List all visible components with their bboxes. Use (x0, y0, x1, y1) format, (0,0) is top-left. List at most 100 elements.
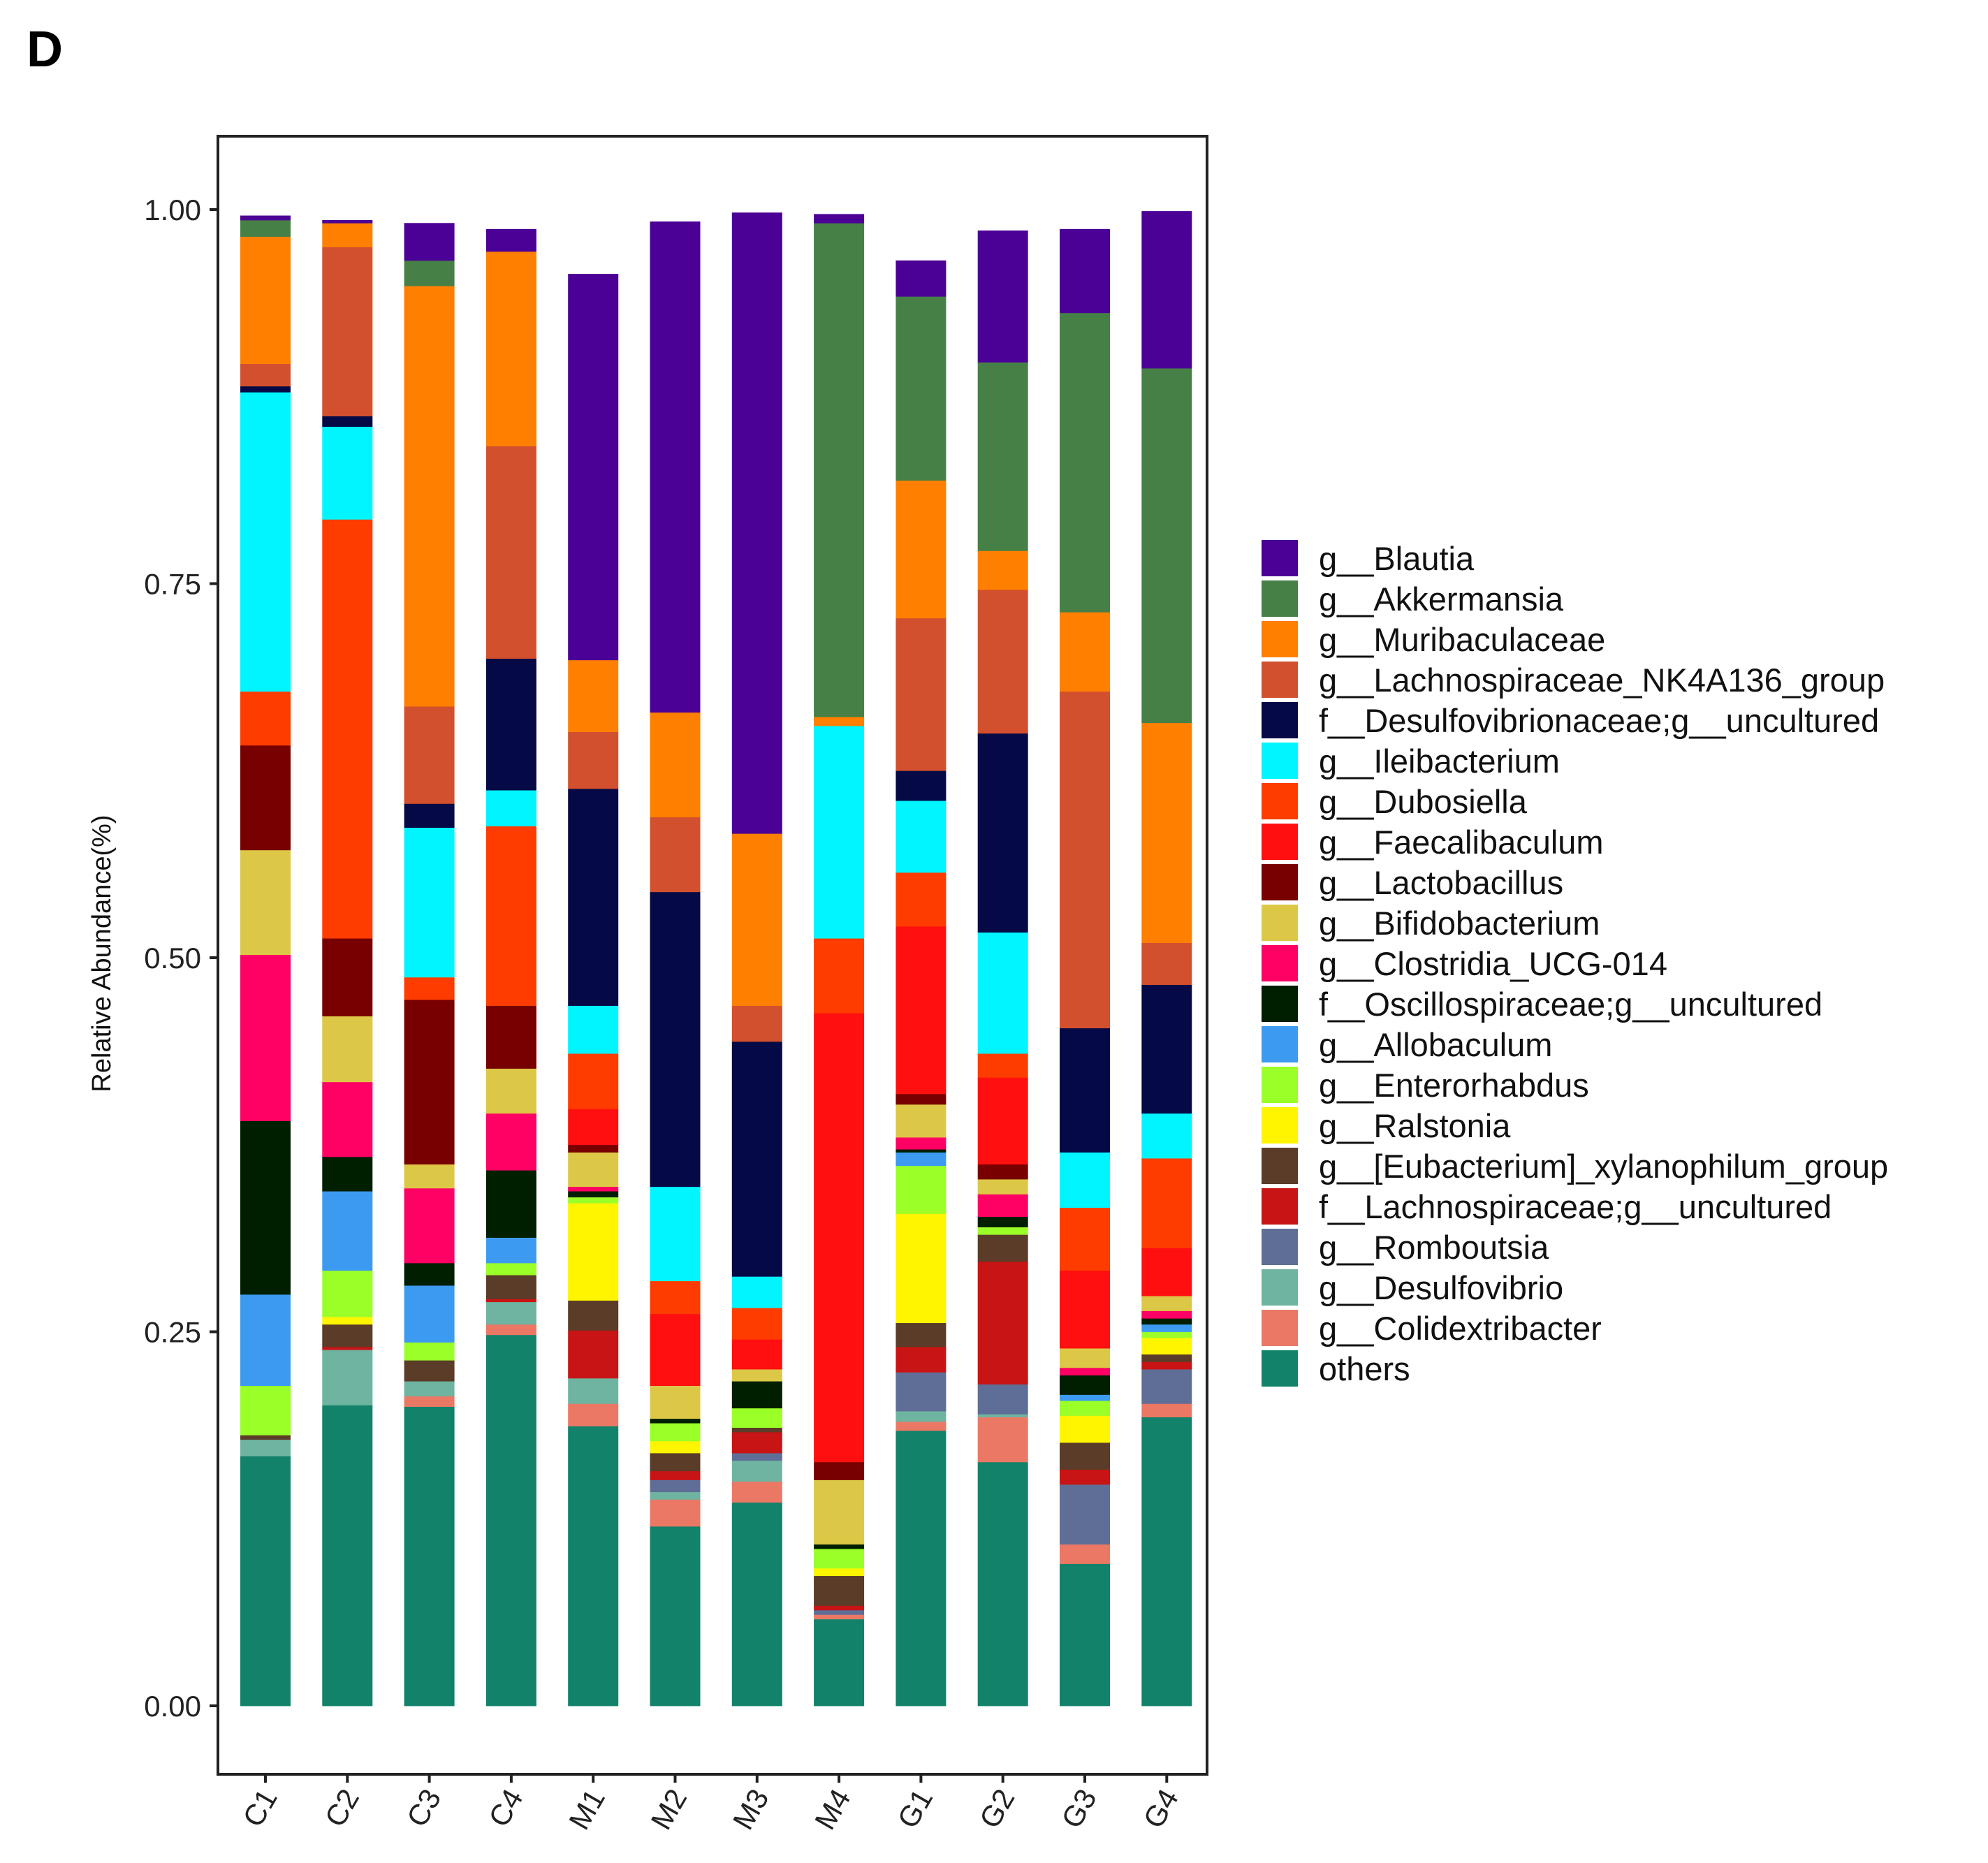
panel-label: D (27, 22, 63, 78)
y-tick-label: 0.75 (144, 568, 201, 601)
bar-segment-C4-g-ileibacterium (485, 790, 536, 826)
bar-segment-M2-g-ralstonia (650, 1440, 701, 1454)
bar-segment-G2-others (977, 1461, 1028, 1707)
legend-item: g__Ralstonia (1262, 1105, 1888, 1146)
bar-segment-C4-g-muribaculaceae (485, 251, 536, 446)
bar-segment-C1-f-oscillospiraceae-g-uncultured (240, 1120, 291, 1295)
legend-label: g__Bifidobacterium (1319, 904, 1600, 942)
bar-segment-G4-g-eubacterium-xylanophilum-group (1141, 1354, 1192, 1362)
bar-segment-G1-g-ileibacterium (896, 801, 947, 873)
bar-segment-M4-f-lachnospiraceae-g-uncultured (814, 1605, 865, 1611)
bar-segment-C3-g-lachnospiraceae-nk4a136-group (404, 706, 455, 804)
bar-segment-C4-others (485, 1334, 536, 1707)
bar-segment-G1-g-allobaculum (896, 1152, 947, 1167)
bar-segment-M4-g-bifidobacterium (814, 1480, 865, 1545)
legend-swatch (1262, 1107, 1298, 1144)
bar-segment-M4-g-lactobacillus (814, 1461, 865, 1480)
bar-segment-G4-g-colidextribacter (1141, 1403, 1192, 1417)
bar-segment-G2-g-blautia (977, 230, 1028, 363)
bar-segment-M3-g-enterorhabdus (731, 1408, 782, 1428)
bar-segment-C1-g-lactobacillus (240, 745, 291, 851)
bar-segment-G3-f-desulfovibrionaceae-g-uncultured (1060, 1028, 1110, 1153)
bar-segment-G3-g-akkermansia (1060, 312, 1110, 613)
legend-label: g__Dubosiella (1319, 782, 1527, 820)
bar-segment-C3-others (404, 1406, 455, 1707)
bar-segment-M2-others (650, 1526, 701, 1707)
bar-segment-M4-g-enterorhabdus (814, 1549, 865, 1569)
bar-segment-M4-g-faecalibaculum (814, 1013, 865, 1463)
legend-swatch (1262, 1350, 1298, 1387)
x-tick-label-m1: M1 (562, 1783, 611, 1835)
legend-label: g__Romboutsia (1319, 1228, 1549, 1266)
bar-segment-C3-g-colidextribacter (404, 1396, 455, 1407)
legend-item: g__Muribaculaceae (1262, 619, 1888, 659)
legend-label: g__Muribaculaceae (1319, 620, 1606, 658)
legend-swatch (1262, 824, 1298, 860)
bar-segment-M3-g-desulfovibrio (731, 1460, 782, 1482)
bar-segment-G1-g-eubacterium-xylanophilum-group (896, 1322, 947, 1347)
bar-segment-M1-g-lachnospiraceae-nk4a136-group (568, 731, 619, 789)
bar-segment-G4-g-clostridia-ucg-014 (1141, 1310, 1192, 1319)
bar-segment-C1-g-blautia (240, 215, 291, 221)
legend-label: g__Lachnospiraceae_NK4A136_group (1319, 661, 1885, 699)
bar-segment-C2-g-lactobacillus (322, 938, 373, 1016)
bar-segment-M3-others (731, 1502, 782, 1707)
bar-segment-M3-g-blautia (731, 212, 782, 834)
bar-segment-M1-others (568, 1426, 619, 1707)
bar-segment-G1-f-lachnospiraceae-g-uncultured (896, 1346, 947, 1373)
bar-segment-G3-g-ralstonia (1060, 1415, 1110, 1443)
bar-segment-G3-g-dubosiella (1060, 1207, 1110, 1271)
bar-segment-C1-g-lachnospiraceae-nk4a136-group (240, 363, 291, 387)
bar-segment-M3-f-lachnospiraceae-g-uncultured (731, 1432, 782, 1454)
bar-segment-G1-g-desulfovibrio (896, 1411, 947, 1422)
y-tick-label: 0.50 (144, 942, 201, 974)
bar-segment-C3-f-oscillospiraceae-g-uncultured (404, 1262, 455, 1286)
bar-segment-G4-f-lachnospiraceae-g-uncultured (1141, 1361, 1192, 1370)
legend-item: g__Colidextribacter (1262, 1308, 1888, 1348)
bar-segment-C2-g-clostridia-ucg-014 (322, 1081, 373, 1157)
legend-item: others (1262, 1348, 1888, 1389)
bar-segment-M3-g-bifidobacterium (731, 1369, 782, 1382)
bar-segment-G4-g-lachnospiraceae-nk4a136-group (1141, 942, 1192, 985)
legend-label: g__Blautia (1319, 539, 1475, 577)
bar-segment-G3-g-colidextribacter (1060, 1544, 1110, 1564)
bar-segment-G2-g-lactobacillus (977, 1164, 1028, 1180)
legend-swatch (1262, 662, 1298, 698)
bar-segment-M1-g-desulfovibrio (568, 1378, 619, 1404)
bar-segment-G3-g-muribaculaceae (1060, 612, 1110, 692)
legend-item: g__Lachnospiraceae_NK4A136_group (1262, 659, 1888, 700)
legend-label: f__Desulfovibrionaceae;g__uncultured (1319, 701, 1880, 739)
x-tick-label-m3: M3 (726, 1783, 775, 1835)
bar-segment-M3-g-romboutsia (731, 1453, 782, 1461)
plot-panel-border (217, 135, 1208, 1776)
legend-label: g__Lactobacillus (1319, 863, 1564, 901)
bar-segment-G2-g-dubosiella (977, 1053, 1028, 1078)
legend-label: others (1319, 1350, 1410, 1387)
bar-segment-M1-g-colidextribacter (568, 1403, 619, 1426)
legend-label: g__[Eubacterium]_xylanophilum_group (1319, 1147, 1889, 1185)
bar-segment-G3-others (1060, 1563, 1110, 1707)
bar-segment-G2-g-muribaculaceae (977, 550, 1028, 590)
bar-segment-G2-g-desulfovibrio (977, 1414, 1028, 1417)
bar-segment-G3-g-ileibacterium (1060, 1152, 1110, 1208)
bar-segment-G4-g-blautia (1141, 211, 1192, 369)
legend-item: g__Romboutsia (1262, 1227, 1888, 1267)
y-axis: 0.00 0.25 0.50 0.75 1.00 (144, 193, 218, 1723)
y-tick-label: 1.00 (144, 193, 201, 226)
legend-swatch (1262, 621, 1298, 657)
bar-segment-C2-g-allobaculum (322, 1191, 373, 1271)
bar-segment-C2-others (322, 1405, 373, 1707)
bar-segment-C1-g-dubosiella (240, 691, 291, 746)
x-tick-label-g3: G3 (1055, 1783, 1103, 1834)
bar-segment-C4-g-clostridia-ucg-014 (485, 1113, 536, 1171)
legend-swatch (1262, 580, 1298, 617)
bar-segment-C4-g-colidextribacter (485, 1324, 536, 1336)
bar-segment-C1-g-enterorhabdus (240, 1385, 291, 1435)
x-tick-label-m4: M4 (808, 1783, 857, 1835)
bar-segment-M4-g-romboutsia (814, 1609, 865, 1615)
bar-segment-G4-f-oscillospiraceae-g-uncultured (1141, 1318, 1192, 1325)
bar-segment-G4-f-desulfovibrionaceae-g-uncultured (1141, 984, 1192, 1114)
bar-segment-M1-g-dubosiella (568, 1053, 619, 1109)
bar-segment-M2-g-bifidobacterium (650, 1385, 701, 1419)
